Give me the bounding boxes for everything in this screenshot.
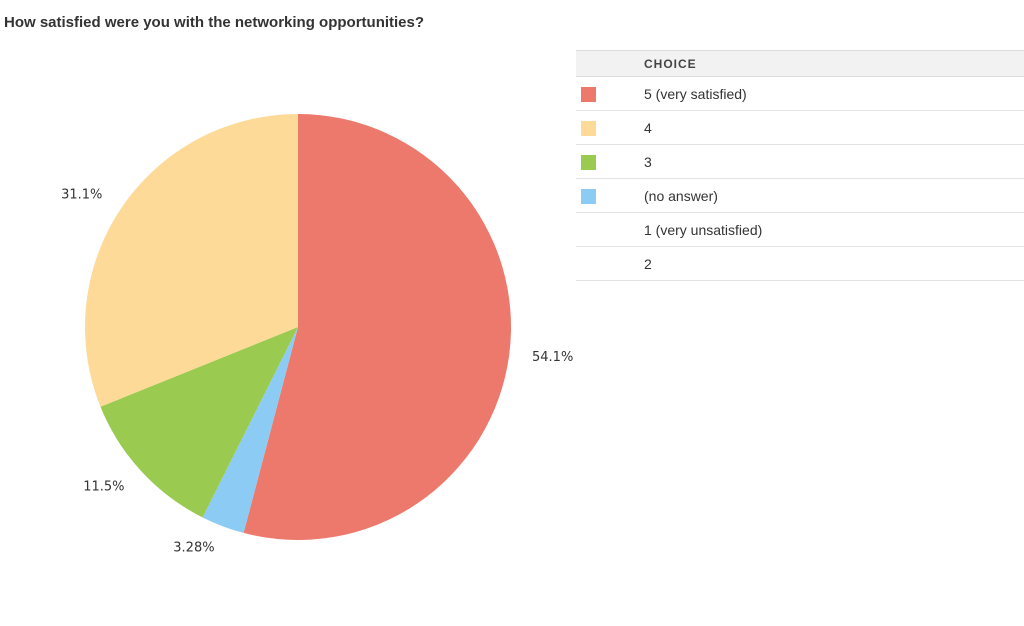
pie-value-label: 11.5% [83, 480, 124, 495]
legend-row: (no answer) [576, 178, 1024, 213]
pie-slice [243, 114, 512, 540]
legend-row: 3 [576, 144, 1024, 179]
legend-row: 2 [576, 246, 1024, 281]
legend-row: 4 [576, 110, 1024, 145]
legend-header: CHOICE [644, 50, 1024, 77]
legend-row: 1 (very unsatisfied) [576, 212, 1024, 247]
pie-slice [100, 327, 299, 518]
pie-chart: 54.1% 3.28% 11.5% 31.1% [61, 114, 573, 555]
legend-swatch [581, 188, 596, 204]
legend-swatch [581, 86, 596, 102]
legend-label: 2 [644, 246, 1024, 281]
legend-label: (no answer) [644, 178, 1024, 213]
legend-label: 1 (very unsatisfied) [644, 212, 1024, 247]
legend-label: 3 [644, 144, 1024, 179]
legend-row: 5 (very satisfied) [576, 76, 1024, 111]
legend-label: 4 [644, 110, 1024, 145]
question-title: How satisfied were you with the networki… [4, 14, 425, 31]
pie-value-label: 31.1% [61, 188, 102, 203]
pie-value-label: 54.1% [532, 350, 573, 365]
pie-slice [202, 327, 298, 533]
legend-label: 5 (very satisfied) [644, 76, 1024, 111]
legend-swatch [581, 154, 596, 170]
pie-value-label: 3.28% [173, 540, 214, 555]
pie-slice [85, 114, 298, 407]
legend-swatch [581, 120, 596, 136]
legend-table: CHOICE 5 (very satisfied) 4 3 (no answer… [576, 50, 1024, 281]
